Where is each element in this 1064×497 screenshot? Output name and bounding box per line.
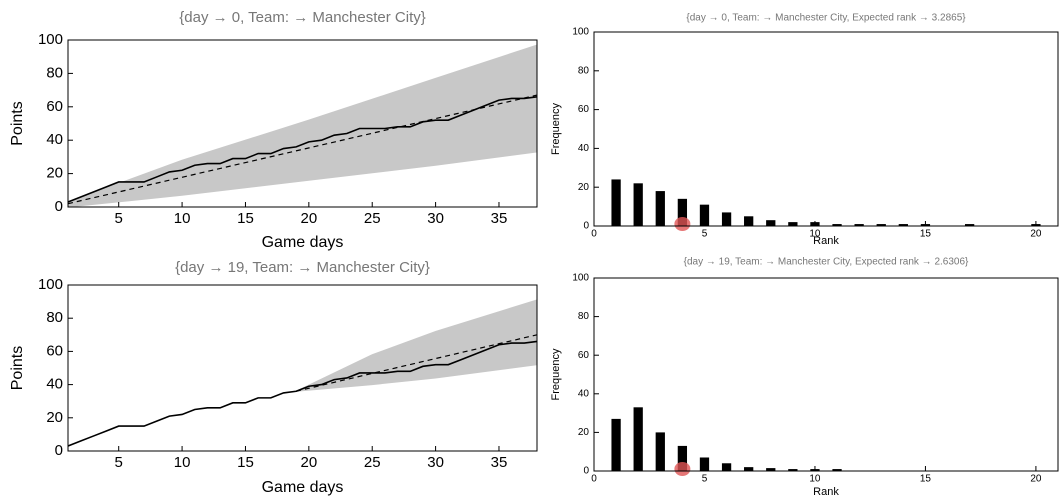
y-tick-label: 80 (46, 309, 63, 326)
x-tick-label: 15 (920, 229, 932, 240)
y-tick-label: 60 (46, 98, 63, 115)
bar (744, 467, 754, 471)
plot-frame (67, 39, 538, 208)
y-tick-label: 80 (578, 65, 590, 76)
y-tick-label: 40 (46, 131, 63, 148)
panel-title: {day → 0, Team: → Manchester City} (179, 9, 426, 26)
x-tick-label: 5 (702, 229, 708, 240)
x-tick-label: 0 (591, 229, 597, 240)
bar (655, 432, 665, 471)
y-tick-label: 0 (55, 442, 63, 459)
panel-title: {day → 19, Team: → Manchester City, Expe… (684, 257, 969, 268)
x-tick-label: 5 (702, 474, 708, 485)
x-tick-label: 35 (491, 454, 508, 471)
x-tick-label: 10 (174, 454, 191, 471)
y-tick-label: 40 (46, 376, 63, 393)
y-tick-label: 0 (55, 198, 63, 215)
x-tick-label: 20 (300, 210, 317, 227)
y-tick-label: 40 (578, 388, 590, 399)
x-tick-label: 30 (427, 454, 444, 471)
y-tick-label: 0 (583, 221, 589, 232)
y-tick-label: 60 (46, 342, 63, 359)
x-tick-label: 35 (491, 210, 508, 227)
bar (964, 224, 975, 226)
plot-frame (593, 31, 1059, 227)
y-tick-label: 80 (578, 311, 590, 322)
bar (876, 224, 886, 226)
x-tick-label: 20 (1030, 474, 1042, 485)
bar (677, 445, 688, 471)
x-tick-label: 5 (115, 210, 123, 227)
x-tick-label: 5 (115, 454, 123, 471)
y-tick-label: 60 (578, 104, 590, 115)
y-tick-label: 0 (583, 466, 589, 477)
bar (633, 183, 643, 226)
x-tick-label: 20 (1030, 229, 1042, 240)
bar (766, 220, 776, 226)
plot-frame (67, 284, 538, 452)
x-tick-label: 15 (920, 474, 932, 485)
bar (611, 418, 621, 471)
bar (721, 212, 732, 226)
actual-line (67, 95, 538, 203)
x-tick-label: 25 (364, 210, 381, 227)
bar (721, 463, 732, 471)
bar (788, 469, 798, 471)
bar (699, 204, 710, 226)
x-axis-label: Game days (262, 234, 344, 251)
x-tick-label: 10 (809, 474, 821, 485)
x-tick-label: 15 (237, 454, 254, 471)
y-axis-label: Frequency (550, 103, 562, 155)
x-tick-label: 25 (364, 454, 381, 471)
rank-marker (674, 217, 691, 231)
bar (766, 468, 776, 471)
x-tick-label: 20 (300, 454, 317, 471)
actual-line (67, 340, 538, 447)
bar (699, 457, 710, 471)
y-tick-label: 80 (46, 64, 63, 81)
x-tick-label: 30 (427, 210, 444, 227)
y-tick-label: 20 (46, 165, 63, 182)
y-tick-label: 100 (38, 31, 63, 48)
y-tick-label: 100 (572, 273, 589, 284)
bar (832, 469, 842, 471)
panel-title: {day → 0, Team: → Manchester City, Expec… (686, 13, 966, 24)
x-axis-label: Game days (262, 479, 344, 496)
y-axis-label: Points (9, 346, 26, 390)
bar (898, 224, 908, 226)
simulation-band (295, 299, 538, 392)
y-tick-label: 100 (38, 276, 63, 293)
bar (854, 224, 864, 226)
bar (677, 198, 688, 226)
y-tick-label: 20 (578, 427, 590, 438)
x-axis-label: Rank (813, 486, 839, 497)
bar (744, 216, 754, 226)
y-tick-label: 20 (46, 409, 63, 426)
rank-marker (674, 462, 691, 476)
bar (633, 407, 643, 471)
x-axis-label: Rank (813, 235, 839, 247)
y-axis-label: Points (9, 101, 26, 145)
y-axis-label: Frequency (550, 348, 562, 400)
x-tick-label: 10 (174, 210, 191, 227)
bar (655, 191, 665, 226)
x-tick-label: 15 (237, 210, 254, 227)
y-tick-label: 40 (578, 143, 590, 154)
bar (611, 179, 621, 226)
plot-frame (593, 277, 1059, 472)
y-tick-label: 100 (572, 27, 589, 38)
bar (832, 224, 842, 226)
x-tick-label: 10 (809, 229, 821, 240)
panel-title: {day → 19, Team: → Manchester City} (175, 259, 430, 276)
bar (788, 222, 798, 226)
y-tick-label: 60 (578, 350, 590, 361)
x-tick-label: 0 (591, 474, 597, 485)
y-tick-label: 20 (578, 182, 590, 193)
